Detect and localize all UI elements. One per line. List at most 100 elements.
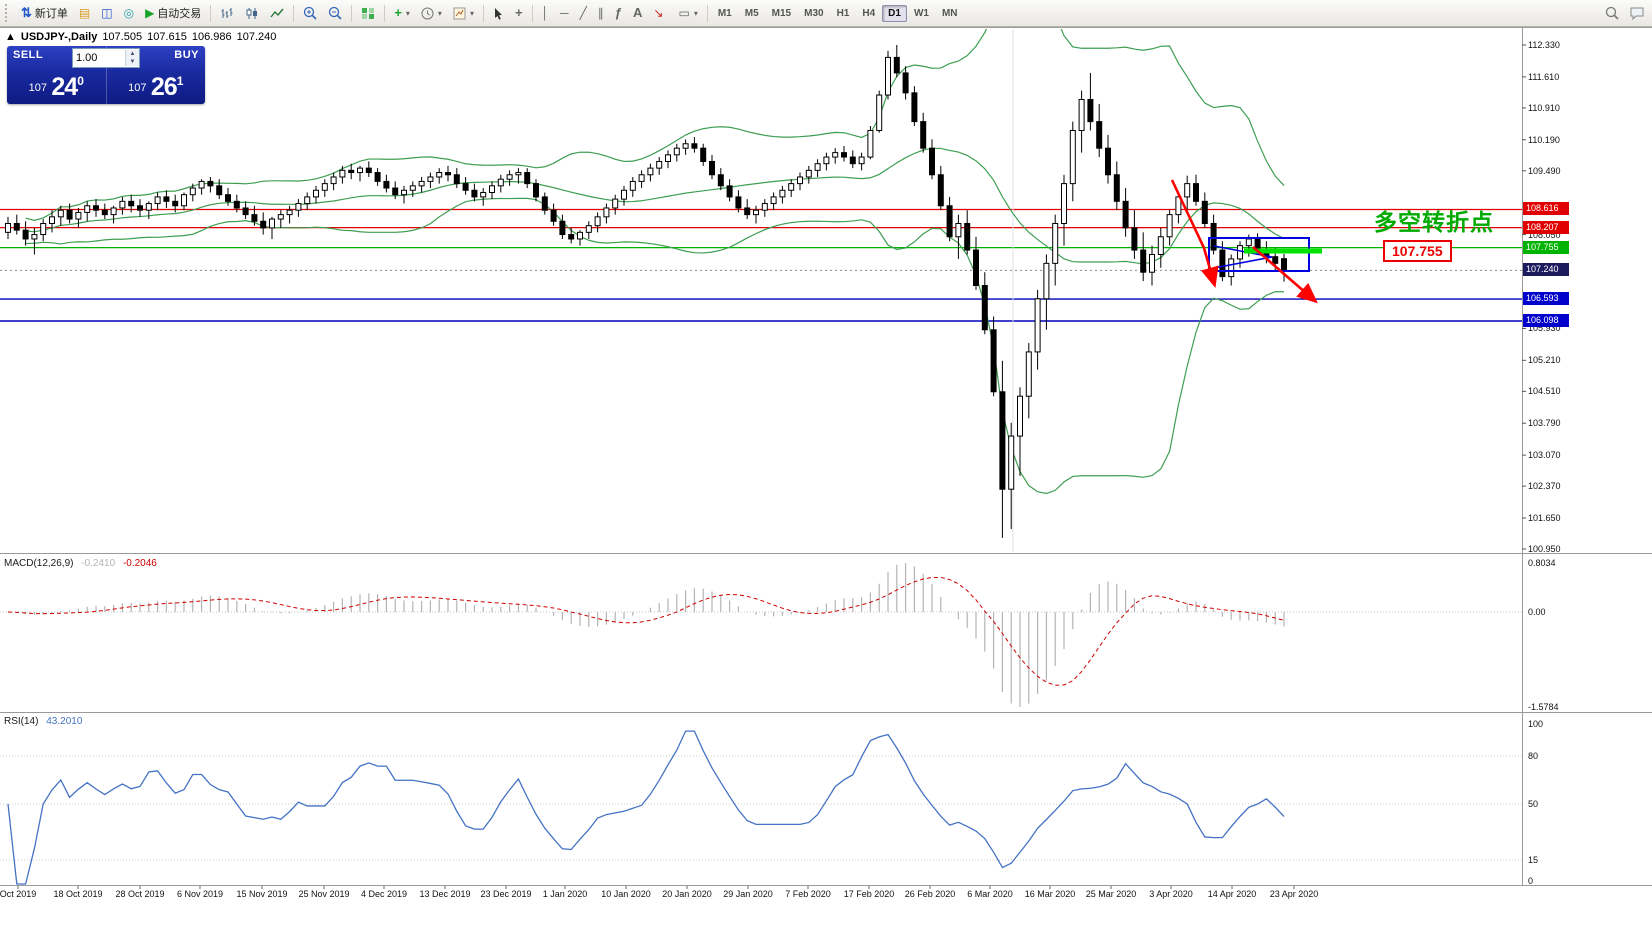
date-tick-label: 13 Dec 2019 [419,889,471,899]
candle [955,222,962,238]
volume-input[interactable] [73,52,125,64]
candle [550,209,557,222]
date-tick-label: 20 Jan 2020 [662,889,712,899]
candle [665,154,671,162]
periods-button[interactable]: ▾ [416,3,447,24]
volume-stepper: ▲ ▼ [125,50,139,66]
fibonacci-button[interactable]: ƒ [610,3,627,24]
candle [1272,256,1279,264]
tile-windows-icon [362,7,375,19]
cursor-button[interactable] [488,3,509,24]
candle [462,183,469,191]
horizontal-lines [0,208,1522,322]
price-tick: 104.510 [1528,386,1561,397]
chat-button[interactable] [1625,3,1650,24]
line-chart-button[interactable] [265,3,289,24]
toolbar-grip[interactable] [5,4,12,22]
price-tick: 105.210 [1528,355,1561,366]
shapes-tool-button[interactable]: ▭ ▾ [673,3,702,24]
vertical-line-button[interactable]: │ [537,3,555,24]
channel-button[interactable]: ∥ [593,3,609,24]
alerts-button[interactable]: ◎ [119,3,139,24]
templates-button[interactable]: ▾ [448,3,479,24]
candlestick-chart-button[interactable] [240,3,264,24]
new-order-button[interactable]: ⇅ 新订单 [16,3,73,24]
candle [770,196,777,205]
search-icon [1605,6,1619,20]
candle [436,172,443,178]
candle [1166,214,1173,238]
trendline-button[interactable]: ╱ [575,3,592,24]
time-axis[interactable]: Oct 2019 18 Oct 2019 28 Oct 2019 6 Nov 2019… [0,889,1530,901]
horizontal-line-button[interactable]: ─ [555,3,574,24]
timeframe-h4[interactable]: H4 [856,5,881,22]
trend-arrow[interactable] [1252,246,1318,304]
price-tick: 112.330 [1528,40,1560,50]
price-tag-annotation[interactable]: 107.755 [1383,240,1452,262]
zoom-out-button[interactable] [323,3,347,24]
timeframe-d1[interactable]: D1 [882,4,907,22]
pennant-line[interactable] [1213,245,1273,258]
navigator-button[interactable]: ◫ [96,3,117,24]
candle [5,222,11,233]
price-badge: 106.593 [1523,292,1569,306]
candle [225,194,231,202]
candle [348,169,355,174]
macd-name: MACD(12,26,9) [4,558,74,569]
candle [929,147,935,176]
toolbar-separator [293,4,295,22]
toolbar-separator [210,4,212,22]
search-button[interactable] [1600,3,1624,24]
tile-windows-button[interactable] [356,3,380,24]
arrows-tool-button[interactable]: ↘ [648,3,672,24]
volume-down-icon[interactable]: ▼ [126,58,139,66]
timeframe-m30[interactable]: M30 [798,5,829,22]
candle [621,189,627,200]
pennant-line[interactable] [1213,256,1273,269]
candle [198,180,205,189]
chevron-down-icon: ▾ [693,8,698,18]
text-tool-button[interactable]: A [628,3,647,24]
date-tick-label: 25 Nov 2019 [298,889,350,899]
crosshair-button[interactable]: + [510,3,528,24]
volume-up-icon[interactable]: ▲ [126,50,139,58]
turning-point-annotation[interactable]: 多空转折点 [1374,209,1494,235]
price-badge: 107.240 [1523,263,1569,277]
date-tick-label: 26 Feb 2020 [904,889,956,899]
buy-label: BUY [174,49,199,61]
candle [629,180,636,191]
trend-arrow[interactable] [1170,179,1219,288]
bollinger-bands [25,29,1285,495]
timeframe-m15[interactable]: M15 [766,5,797,22]
bar-chart-icon [221,7,233,18]
timeframe-mn[interactable]: MN [936,5,964,22]
zoom-in-button[interactable] [298,3,322,24]
consolidation-box[interactable] [1208,237,1310,272]
candle [1087,98,1094,123]
auto-trading-icon: ▶ [145,6,155,20]
timeframe-m5[interactable]: M5 [739,5,765,22]
bar-chart-button[interactable] [215,3,239,24]
candle [902,72,909,94]
date-tick-label: 3 Apr 2020 [1149,889,1193,899]
timeframe-m1[interactable]: M1 [712,5,738,22]
candle [858,156,865,165]
indicators-button[interactable]: + ▾ [389,3,415,24]
auto-trading-button[interactable]: ▶ 自动交易 [140,3,206,24]
sell-price-prefix: 107 [28,82,47,94]
candle [453,174,460,185]
timeframe-h1[interactable]: H1 [831,5,856,22]
timeframe-w1[interactable]: W1 [908,5,935,22]
collapse-triangle-icon[interactable]: ▲ [5,31,16,43]
rsi-axis-label: 100 [1528,719,1544,729]
date-tick-label: 6 Mar 2020 [967,889,1013,899]
charts-window-button[interactable]: ▤ [74,3,95,24]
macd-signal-value: -0.2046 [122,558,157,569]
candle [57,209,64,218]
candle [805,169,812,178]
price-badge: 108.616 [1523,202,1569,216]
rsi-axis-label: 80 [1528,751,1539,761]
candle [66,209,73,220]
